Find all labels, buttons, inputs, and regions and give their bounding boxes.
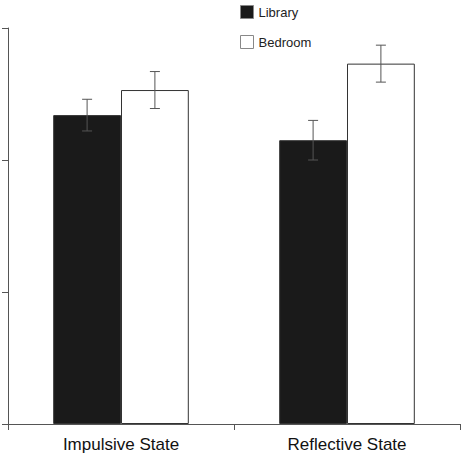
svg-text:Bedroom: Bedroom <box>259 35 312 50</box>
svg-text:Library: Library <box>259 5 299 20</box>
svg-text:Impulsive State: Impulsive State <box>63 435 179 454</box>
svg-text:Reflective State: Reflective State <box>287 435 406 454</box>
